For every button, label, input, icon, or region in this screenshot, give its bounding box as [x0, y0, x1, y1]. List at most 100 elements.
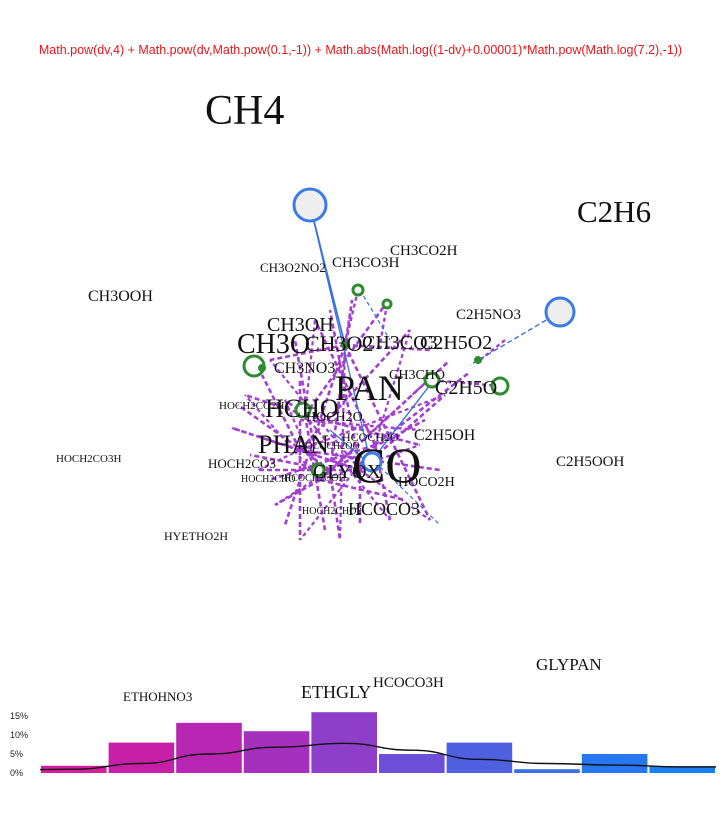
edge-41: [269, 443, 376, 482]
edge-34: [338, 344, 347, 541]
node-label-ethgly: ETHGLY: [301, 682, 372, 702]
node-ch4[interactable]: [292, 187, 328, 223]
node-label-hococh2oo: HOCOCH2OO: [298, 441, 360, 452]
node-ch3co3h[interactable]: [351, 283, 365, 297]
node-label-hoch2o: HOCH2O: [306, 410, 363, 425]
histogram-bar-4: [311, 712, 377, 773]
node-hcho[interactable]: [294, 401, 312, 419]
edge-28: [359, 469, 431, 521]
formula-text: Math.pow(dv,4) + Math.pow(dv,Math.pow(0.…: [38, 43, 683, 57]
edge-5: [260, 374, 302, 451]
distribution-histogram: 15% 10% 5% 0%: [10, 711, 716, 778]
edge-4: [244, 394, 321, 481]
node-label-ch3oh: CH3OH: [267, 314, 334, 336]
edge-56: [359, 289, 391, 341]
node-label-ch3co3: CH3CO3: [362, 332, 438, 354]
node-label-hcoco3h: HCOCO3H: [373, 675, 444, 691]
y-tick-label: 15%: [10, 711, 28, 721]
node-label-c2h6: C2H6: [577, 194, 652, 229]
node-co[interactable]: [361, 451, 383, 473]
node-label-glyox: GLYOX: [313, 461, 381, 483]
node-ch3co2h[interactable]: [381, 298, 393, 310]
y-tick-label: 5%: [10, 749, 23, 759]
node-label-ch3o2no2: CH3O2NO2: [260, 260, 326, 275]
node-ch3no3[interactable]: [258, 364, 266, 372]
node-glyox[interactable]: [310, 462, 326, 478]
edge-54: [309, 204, 371, 461]
edge-59: [329, 429, 366, 461]
edge-6: [269, 343, 346, 362]
edge-1: [231, 426, 301, 452]
node-label-hcoch2ooh: HCOCH2OOH: [284, 473, 346, 484]
edge-13: [343, 299, 354, 346]
network-graph[interactable]: [0, 0, 721, 690]
node-c2h5o2[interactable]: [474, 356, 482, 364]
node-label-ch3o2: CH3O2: [305, 331, 374, 356]
node-label-ch3o: CH3O: [237, 329, 311, 360]
node-label-hoch2cho2: HOCH2CHO2: [302, 506, 362, 517]
edge-31: [304, 414, 391, 521]
edge-58: [374, 461, 441, 526]
y-tick-label: 10%: [10, 730, 28, 740]
edge-52: [299, 418, 421, 432]
histogram-bar-8: [581, 754, 648, 773]
node-label-c2h5ooh: C2H5OOH: [556, 454, 625, 470]
node-label-hcoch2o: HCOCH2O: [342, 430, 399, 444]
node-c2h6[interactable]: [544, 296, 576, 328]
y-tick-label: 0%: [10, 768, 23, 778]
node-label-ch3co3h: CH3CO3H: [332, 255, 400, 271]
edge-44: [249, 453, 331, 472]
histogram-bar-1: [108, 742, 175, 773]
edge-17: [344, 343, 431, 352]
node-label-ch3cho: CH3CHO: [389, 368, 446, 383]
histogram-bar-5: [379, 754, 445, 773]
edge-2: [237, 403, 331, 472]
edge-57: [379, 384, 431, 451]
edge-55: [469, 311, 561, 366]
edge-27: [343, 344, 432, 521]
node-label-hoch2cho: HOCH2CHO: [241, 474, 296, 485]
node-c2h5o[interactable]: [490, 376, 510, 396]
edge-20: [374, 370, 471, 447]
node-label-ch3ooh: CH3OOH: [88, 288, 153, 305]
node-label-hcoco3: HCOCO3: [348, 499, 421, 519]
node-label-hoco2h: HOCO2H: [398, 475, 455, 490]
node-label-hoch2co3h: HOCH2CO3H: [56, 453, 122, 465]
histogram-bar-2: [176, 722, 242, 773]
node-label-phan: PHAN: [258, 430, 329, 459]
edge-50: [429, 378, 501, 388]
node-group: [242, 187, 576, 478]
node-label-pan: PAN: [335, 368, 404, 408]
edge-51: [479, 339, 506, 361]
node-ch3o2[interactable]: [341, 341, 349, 349]
node-label-hoch2co2h: HOCH2CO2H: [219, 400, 285, 412]
node-label-ch3no3: CH3NO3: [274, 360, 336, 377]
node-label-c2h5o2: C2H5O2: [420, 332, 493, 354]
edge-29: [319, 478, 406, 502]
node-label-ch3co2h: CH3CO2H: [390, 243, 458, 259]
edge-23: [329, 418, 426, 472]
edge-12: [328, 299, 354, 471]
node-label-co: CO: [352, 437, 422, 493]
node-label-c2h5o: C2H5O: [435, 377, 498, 399]
node-label-c2h5no3: C2H5NO3: [456, 307, 522, 323]
node-label-glypan: GLYPAN: [536, 655, 602, 674]
node-label-ch4: CH4: [205, 88, 285, 134]
density-curve: [39, 742, 716, 771]
edge-10: [303, 319, 317, 416]
node-label-hcho: HCHO: [265, 394, 339, 423]
edge-37: [299, 444, 376, 541]
edge-48: [343, 289, 360, 346]
edge-7: [269, 359, 361, 471]
edge-22: [299, 393, 446, 452]
histogram-bar-9: [649, 766, 715, 773]
histogram-bar-3: [243, 731, 310, 773]
edge-15: [299, 329, 411, 451]
histogram-bar-7: [514, 769, 580, 773]
node-label-c2h5oh: C2H5OH: [414, 427, 476, 444]
edge-9: [313, 319, 377, 446]
edge-11: [328, 309, 362, 471]
edge-33: [328, 469, 342, 541]
node-ch3cho[interactable]: [423, 371, 441, 389]
node-label-hyetho2h: HYETHO2H: [164, 529, 228, 543]
